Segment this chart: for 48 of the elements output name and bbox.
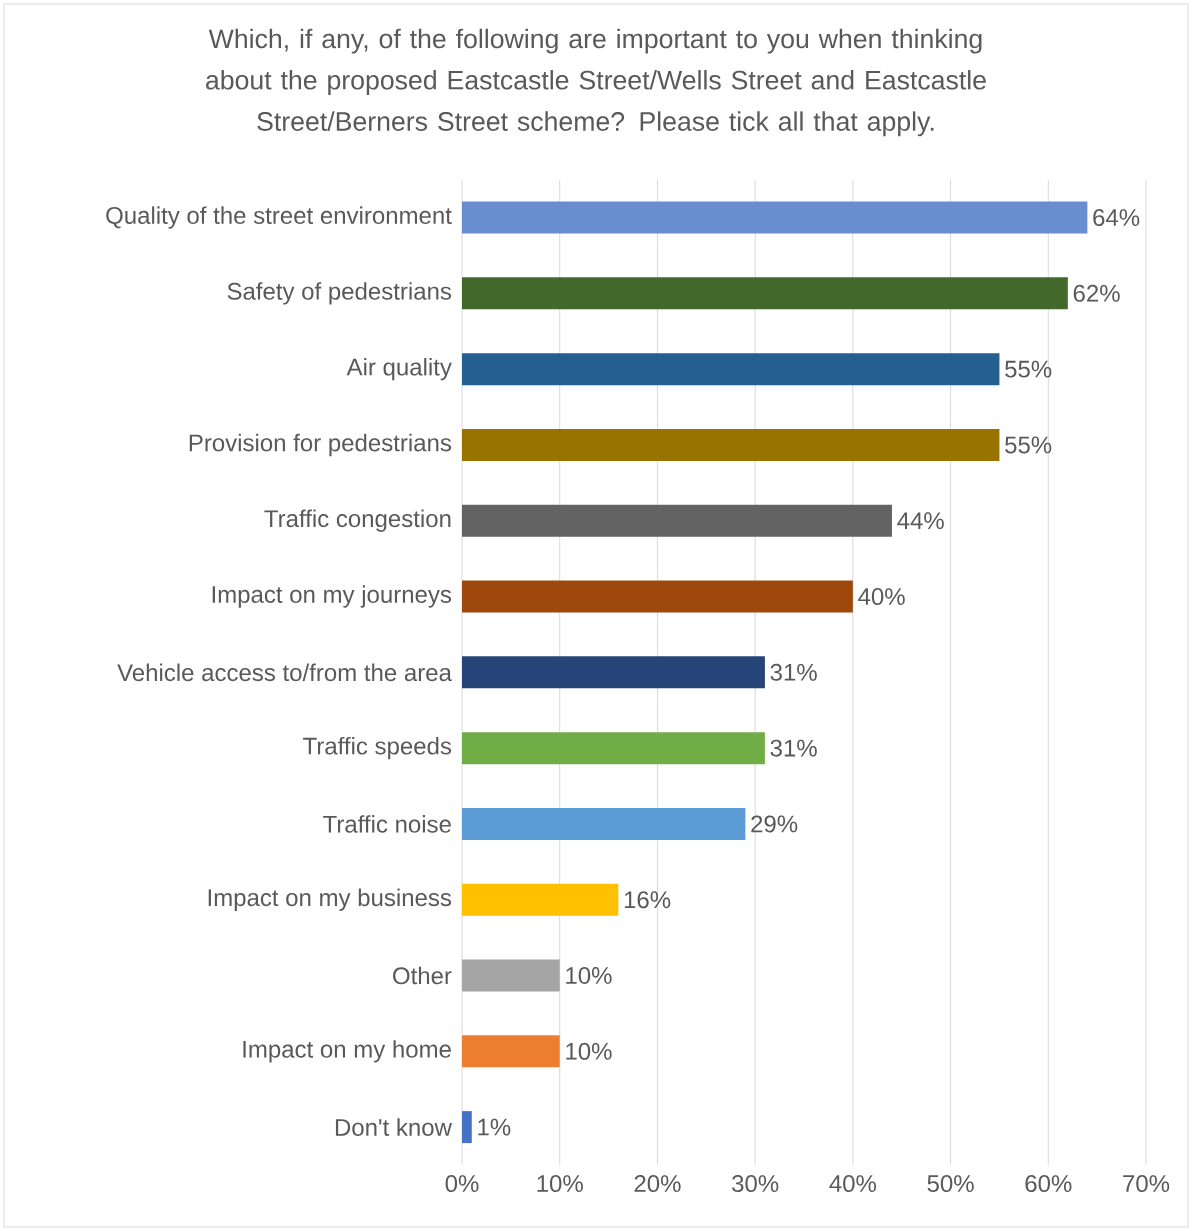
bar [462,656,765,689]
data-label: 29% [751,815,798,833]
data-label: 62% [1073,284,1120,302]
bar [462,1111,472,1144]
bar [462,277,1068,310]
y-tick-label: Other [393,966,452,985]
y-tick-label: Traffic speeds [303,736,452,760]
x-tick-label: 30% [732,1175,779,1193]
data-label: 10% [566,967,612,985]
data-label: 31% [770,663,817,681]
y-tick-label: Quality of the street environment [106,206,452,229]
bar [462,732,765,765]
bar [462,959,560,992]
bar [462,1035,560,1068]
data-label: 55% [1005,436,1052,454]
y-tick-label: Don't know [335,1118,452,1136]
x-tick-label: 10% [537,1175,583,1193]
bar [462,428,1000,461]
bar [462,353,1000,386]
x-tick-label: 50% [927,1175,974,1193]
x-tick-label: 70% [1123,1175,1170,1193]
y-tick-label: Safety of pedestrians [227,282,452,305]
y-tick-label: Provision for pedestrians [189,433,452,457]
data-label: 64% [1093,209,1140,227]
bar [462,504,892,537]
bar [462,883,619,916]
data-label: 44% [897,512,944,530]
data-label: 31% [770,739,817,757]
chart-title: Which, if any, of the following are important to you when thinking about the proposed Eastcastle Street/Wells Street and Eastcastle Street/Berners Street scheme? Please tick all that apply. [206,28,986,137]
y-tick-label: Impact on my journeys [212,585,452,608]
x-tick-label: 20% [634,1175,681,1193]
x-tick-label: 40% [829,1175,877,1193]
data-label: 55% [1005,360,1052,378]
y-tick-label: Air quality [346,357,452,381]
data-label: 10% [566,1042,612,1060]
y-tick-label: Traffic noise [323,815,451,833]
data-label: 40% [858,588,905,606]
bar [462,201,1088,234]
y-tick-label: Impact on my home [243,1040,451,1063]
x-tick-label: 60% [1025,1175,1072,1193]
bar [462,807,746,840]
y-tick-label: Traffic congestion [264,509,451,532]
y-tick-label: Impact on my business [208,888,452,911]
y-tick-label: Vehicle access to/from the area [117,663,452,682]
data-label: 1% [478,1118,511,1136]
x-tick-label: 0% [445,1175,479,1193]
data-label: 16% [624,891,671,909]
bar [462,580,853,613]
